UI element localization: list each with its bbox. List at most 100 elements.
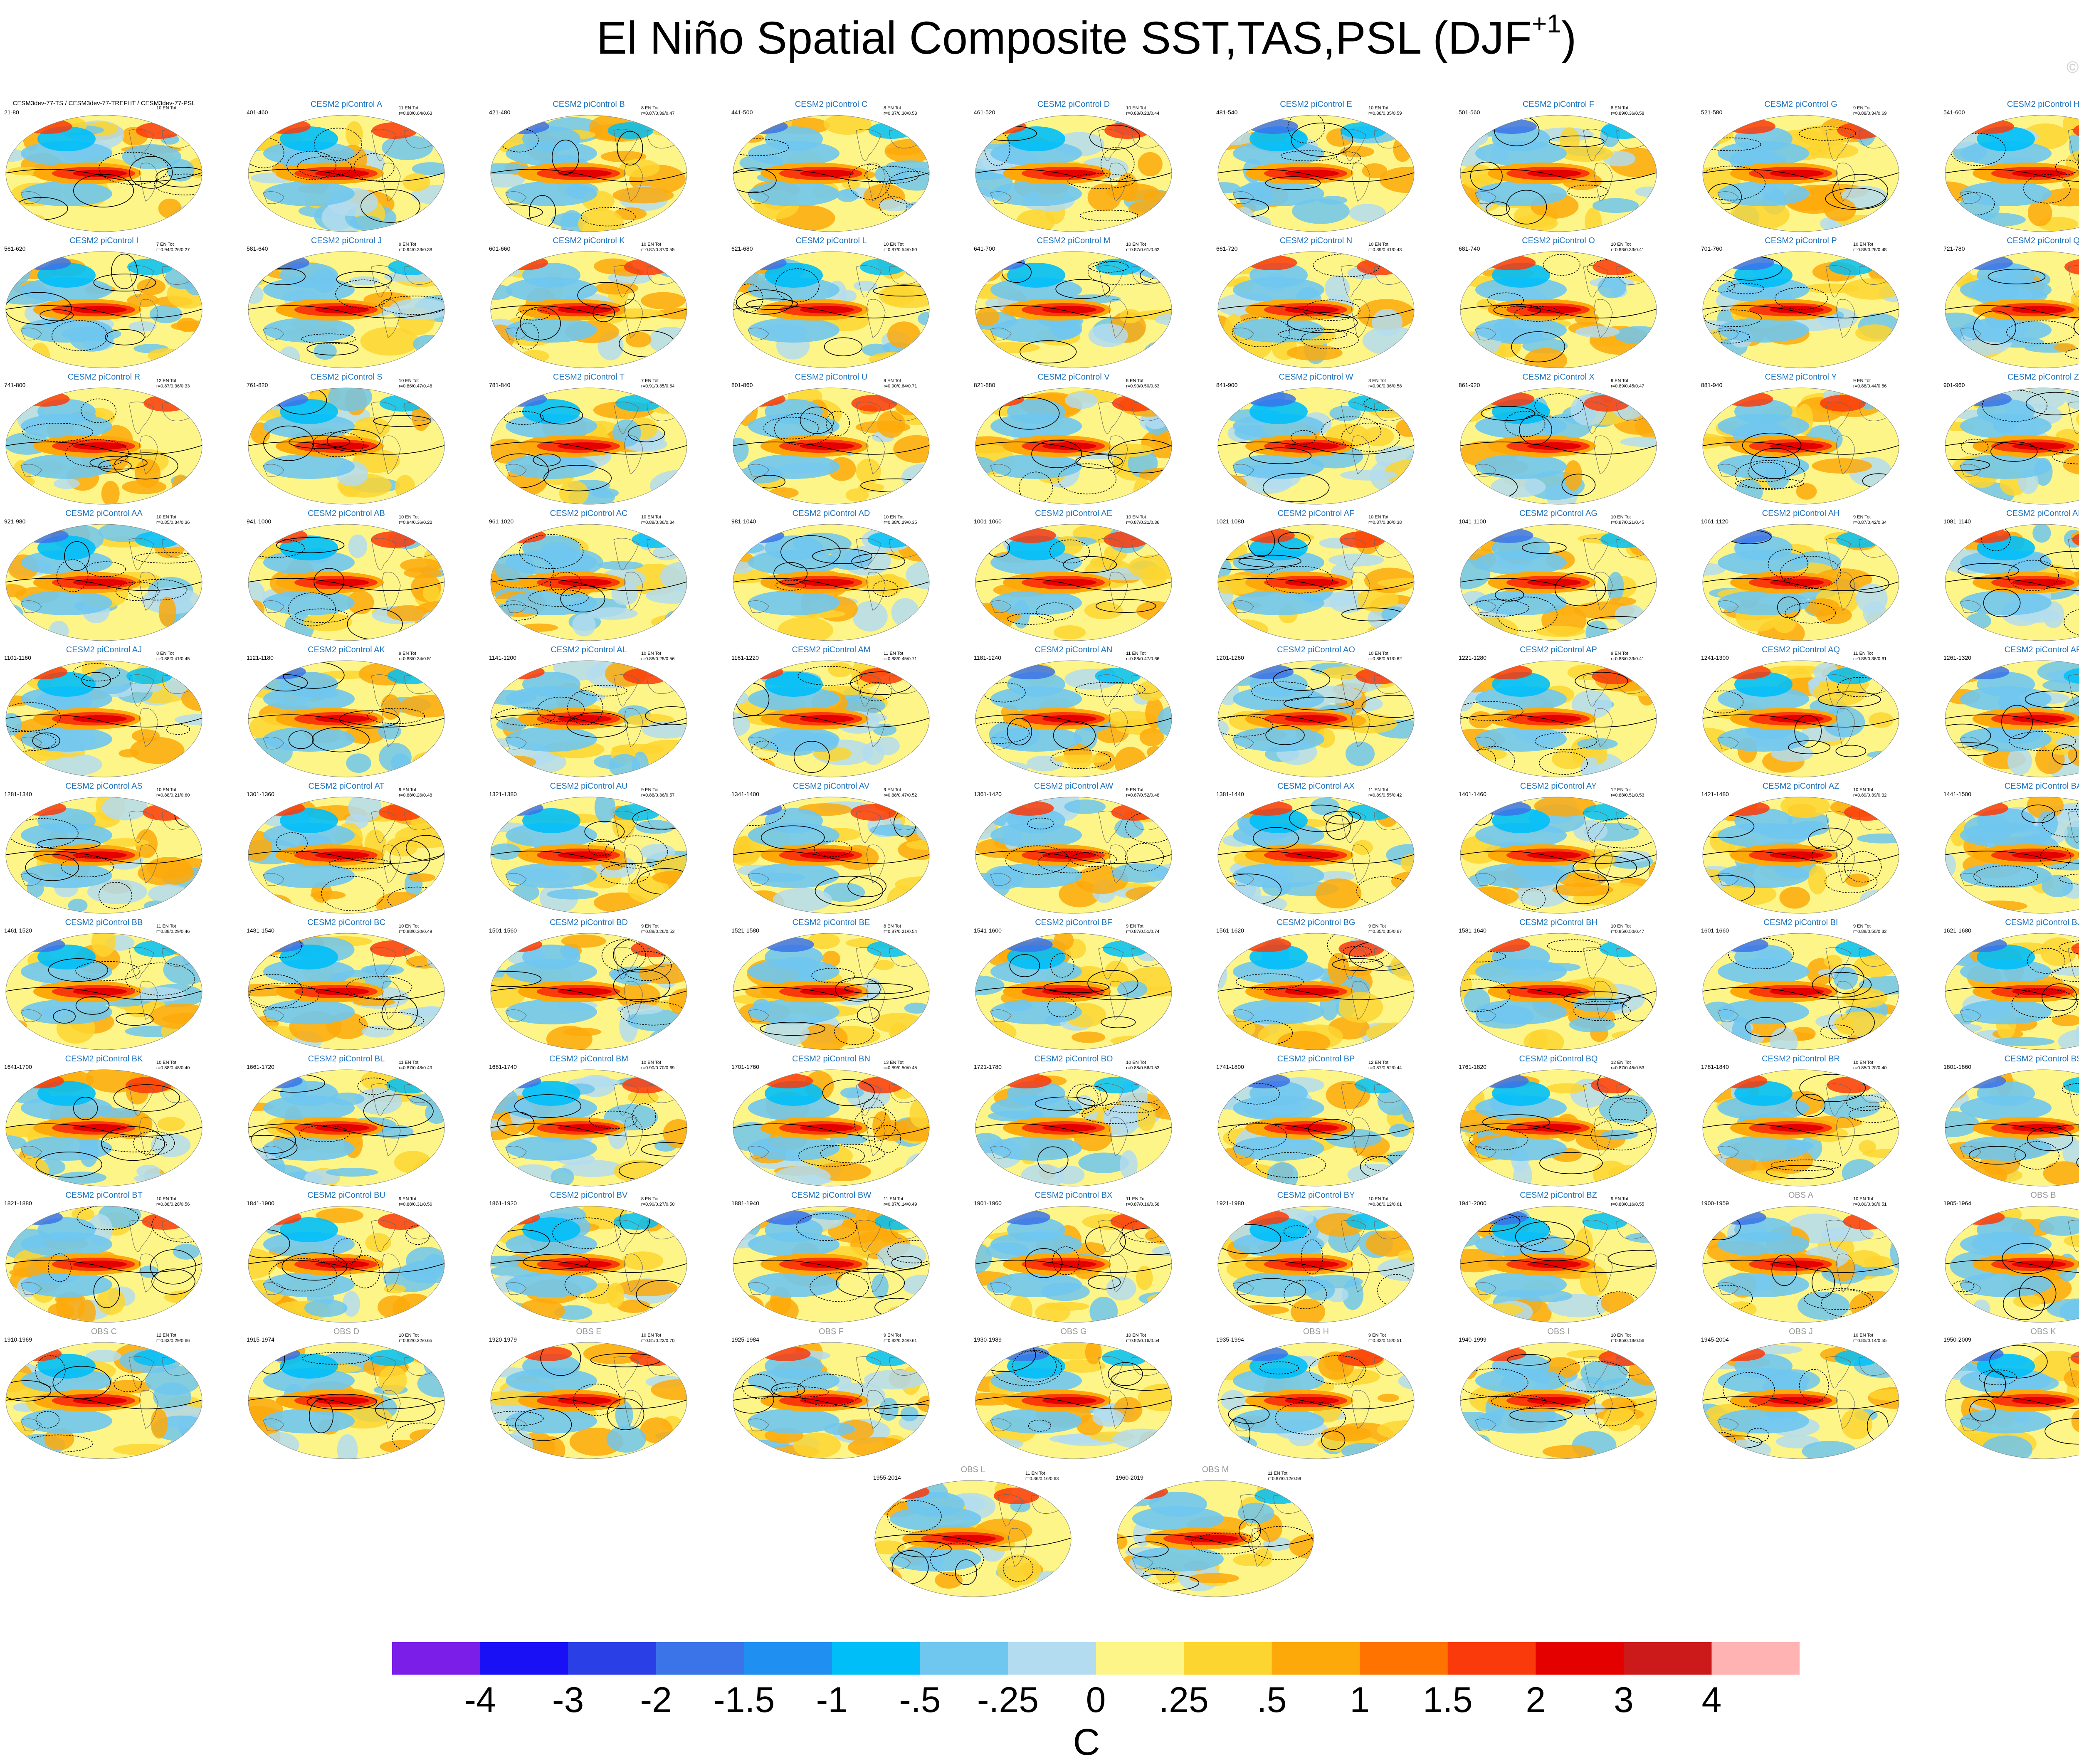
panel-years: 1261-1320	[1943, 654, 1971, 661]
panel-years: 921-980	[4, 518, 26, 525]
map-plot	[1702, 1069, 1899, 1187]
map-panel: CESM2 piControl AM 1161-1220 11 EN Tot r=0.…	[731, 645, 931, 778]
panel-stats: 8 EN Tot r=0.87/0.30/0.53	[884, 106, 917, 116]
map-plot	[1217, 660, 1415, 777]
panel-stats: 9 EN Tot r=0.88/0.34/0.69	[1853, 106, 1887, 116]
panel-stats: 10 EN Tot r=0.88/0.56/0.53	[1126, 1060, 1160, 1071]
panel-stats: 12 EN Tot r=0.87/0.36/0.33	[156, 378, 190, 389]
panel-years: 1801-1860	[1943, 1063, 1971, 1070]
colorbar-swatch	[568, 1642, 657, 1675]
panel-years: 1441-1500	[1943, 791, 1971, 797]
panel-years: 1281-1340	[4, 791, 32, 797]
map-plot	[1945, 1342, 2079, 1459]
map-plot	[975, 1206, 1172, 1323]
panel-title: CESM2 piControl K	[553, 236, 625, 245]
colorbar-swatch	[480, 1642, 568, 1675]
panel-title: CESM2 piControl X	[1522, 373, 1595, 382]
panel-years: 1661-1720	[247, 1063, 274, 1070]
panel-stats: 13 EN Tot r=0.89/0.50/0.45	[884, 1060, 917, 1071]
map-plot	[1702, 251, 1899, 368]
map-panel: CESM2 piControl BD 1501-1560 9 EN Tot r=0.8…	[489, 918, 689, 1051]
map-panel: OBS H 1935-1994 9 EN Tot r=0.82/0.18/0.51	[1216, 1327, 1416, 1460]
map-plot	[490, 1069, 687, 1187]
panel-stats: 10 EN Tot r=0.87/0.54/0.50	[884, 242, 917, 252]
panel-years: 541-600	[1943, 109, 1965, 116]
map-panel: CESM2 piControl L 621-680 10 EN Tot r=0.87/…	[731, 236, 931, 369]
panel-stats: 11 EN Tot r=0.87/0.16/0.58	[1126, 1197, 1160, 1207]
map-plot	[975, 933, 1172, 1050]
map-panel: CESM2 piControl AZ 1421-1480 10 EN Tot r=0.…	[1701, 782, 1901, 915]
map-panel: CESM2 piControl AE 1001-1060 10 EN Tot r=0.…	[974, 509, 1173, 642]
panel-stats: 11 EN Tot r=0.87/0.48/0.49	[399, 1060, 432, 1071]
panel-title: CESM2 piControl AM	[792, 645, 871, 654]
panel-years: 601-660	[489, 245, 511, 252]
map-plot	[733, 524, 930, 641]
map-panel: CESM2 piControl BZ 1941-2000 9 EN Tot r=0.8…	[1459, 1191, 1658, 1324]
colorbar-swatch	[920, 1642, 1008, 1675]
panel-stats: 10 EN Tot r=0.88/0.29/0.35	[884, 515, 917, 525]
panel-stats: 9 EN Tot r=0.87/0.52/0.48	[1126, 787, 1160, 798]
panel-years: 1841-1900	[247, 1200, 274, 1206]
panel-title: CESM2 piControl N	[1279, 236, 1353, 245]
panel-stats: 8 EN Tot r=0.87/0.21/0.54	[884, 924, 917, 934]
panel-years: 1881-1940	[731, 1200, 759, 1206]
map-plot	[490, 387, 687, 505]
panel-stats: 9 EN Tot r=0.82/0.24/0.61	[884, 1333, 917, 1343]
map-plot	[490, 1342, 687, 1459]
panel-stats: 10 EN Tot r=0.88/0.28/0.56	[641, 651, 675, 661]
map-plot	[490, 797, 687, 914]
panel-years: 1741-1800	[1216, 1063, 1244, 1070]
map-plot	[5, 251, 202, 368]
map-panel: CESM2 piControl AP 1221-1280 9 EN Tot r=0.8…	[1459, 645, 1658, 778]
panel-years: 1641-1700	[4, 1063, 32, 1070]
panel-years: 1900-1959	[1701, 1200, 1729, 1206]
colorbar	[392, 1642, 1800, 1675]
map-plot	[1217, 1342, 1415, 1459]
panel-years: 1541-1600	[974, 927, 1002, 934]
map-panel: CESM2 piControl O 681-740 10 EN Tot r=0.88/…	[1459, 236, 1658, 369]
map-plot	[490, 115, 687, 232]
map-plot	[1945, 387, 2079, 505]
panel-stats: 8 EN Tot r=0.90/0.50/0.63	[1126, 378, 1160, 389]
panel-years: 781-840	[489, 382, 511, 388]
colorbar-tick-label: -1	[816, 1680, 848, 1720]
panel-years: 1301-1360	[247, 791, 274, 797]
map-plot	[5, 933, 202, 1050]
map-panel: CESM2 piControl BT 1821-1880 10 EN Tot r=0.…	[4, 1191, 204, 1324]
map-plot	[5, 1206, 202, 1323]
panel-stats: 9 EN Tot r=0.90/0.64/0.71	[884, 378, 917, 389]
map-panel: CESM2 piControl A 401-460 11 EN Tot r=0.88/…	[247, 100, 446, 233]
panel-stats: 10 EN Tot r=0.94/0.36/0.22	[399, 515, 432, 525]
panel-title: CESM2 piControl AN	[1035, 645, 1113, 654]
map-panel: CESM2 piControl P 701-760 10 EN Tot r=0.88/…	[1701, 236, 1901, 369]
panel-stats: 10 EN Tot r=0.88/0.12/0.61	[1368, 1197, 1402, 1207]
map-panel: CESM2 piControl W 841-900 8 EN Tot r=0.90/0…	[1216, 373, 1416, 506]
colorbar-tick-labels: -4 -3 -2 -1.5 -1 -.5 -.25 0 .25 .5 1 1.5 2 3 4	[392, 1680, 1800, 1720]
panel-stats: 9 EN Tot r=0.88/0.33/0.41	[1611, 651, 1644, 661]
panel-title: CESM2 piControl J	[311, 236, 382, 245]
panel-stats: 10 EN Tot r=0.85/0.51/0.62	[1368, 651, 1402, 661]
panel-title: CESM2 piControl BN	[792, 1054, 870, 1063]
map-panel: CESM2 piControl U 801-860 9 EN Tot r=0.90/0…	[731, 373, 931, 506]
panel-stats: 10 EN Tot r=0.85/0.50/0.47	[1611, 924, 1644, 934]
map-panel: CESM2 piControl BI 1601-1660 9 EN Tot r=0.8…	[1701, 918, 1901, 1051]
map-plot	[1460, 1069, 1657, 1187]
map-panel: CESM2 piControl X 861-920 9 EN Tot r=0.89/0…	[1459, 373, 1658, 506]
map-plot	[1460, 1342, 1657, 1459]
panel-stats: 11 EN Tot r=0.88/0.45/0.71	[884, 651, 917, 661]
panel-stats: 10 EN Tot r=0.88/0.26/0.48	[1853, 242, 1887, 252]
colorbar-swatch	[1184, 1642, 1272, 1675]
panel-title: CESM2 piControl AG	[1519, 509, 1598, 518]
panel-stats: 10 EN Tot r=0.85/0.14/0.55	[1853, 1333, 1887, 1343]
panel-stats: 12 EN Tot r=0.87/0.45/0.53	[1611, 1060, 1644, 1071]
panel-stats: 10 EN Tot r=0.87/0.21/0.36	[1126, 515, 1160, 525]
panel-stats: 9 EN Tot r=0.88/0.36/0.57	[641, 787, 675, 798]
map-panel: CESM2 piControl F 501-560 8 EN Tot r=0.89/0…	[1459, 100, 1658, 233]
panel-years: 1041-1100	[1459, 518, 1486, 525]
panel-years: 901-960	[1943, 382, 1965, 388]
panel-stats: 9 EN Tot r=0.94/0.23/0.38	[399, 242, 432, 252]
map-panel: CESM2 piControl BY 1921-1980 10 EN Tot r=0.…	[1216, 1191, 1416, 1324]
panel-title: CESM2 piControl I	[69, 236, 138, 245]
map-plot	[248, 797, 445, 914]
